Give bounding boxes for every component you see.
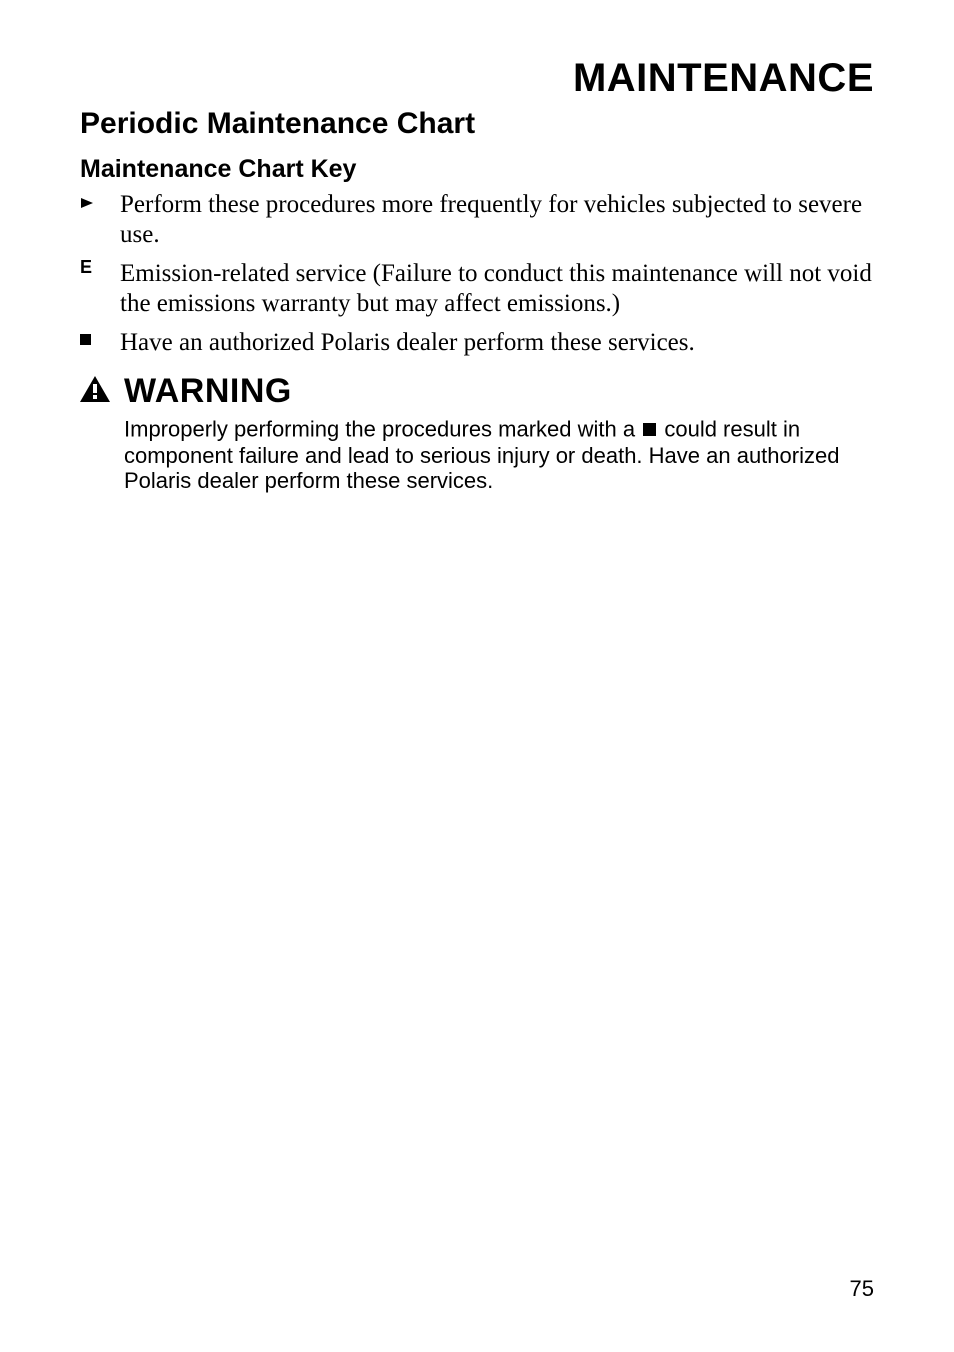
- subsection-title: Maintenance Chart Key: [80, 155, 874, 184]
- page: MAINTENANCE Periodic Maintenance Chart M…: [0, 0, 954, 1352]
- warning-triangle-icon: [80, 372, 124, 409]
- section-title: Periodic Maintenance Chart: [80, 107, 874, 141]
- warning-heading: WARNING: [124, 372, 874, 411]
- page-number: 75: [850, 1276, 874, 1302]
- key-list: Perform these procedures more frequently…: [80, 190, 874, 358]
- warning-block: WARNING Improperly performing the proced…: [80, 372, 874, 494]
- inline-square-icon: [643, 417, 656, 442]
- document-title: MAINTENANCE: [80, 56, 874, 101]
- key-item: Have an authorized Polaris dealer perfor…: [80, 328, 874, 358]
- warning-content: WARNING Improperly performing the proced…: [124, 372, 874, 494]
- key-item: Perform these procedures more frequently…: [80, 190, 874, 249]
- warning-text-before: Improperly performing the procedures mar…: [124, 416, 641, 441]
- warning-text: Improperly performing the procedures mar…: [124, 417, 874, 494]
- key-item-text: Have an authorized Polaris dealer perfor…: [120, 328, 874, 358]
- key-item: E Emission-related service (Failure to c…: [80, 259, 874, 318]
- key-item-text: Perform these procedures more frequently…: [120, 190, 874, 249]
- square-marker-icon: [80, 328, 120, 345]
- letter-e-marker-icon: E: [80, 257, 120, 278]
- triangle-marker-icon: [80, 190, 120, 210]
- key-item-text: Emission-related service (Failure to con…: [120, 259, 874, 318]
